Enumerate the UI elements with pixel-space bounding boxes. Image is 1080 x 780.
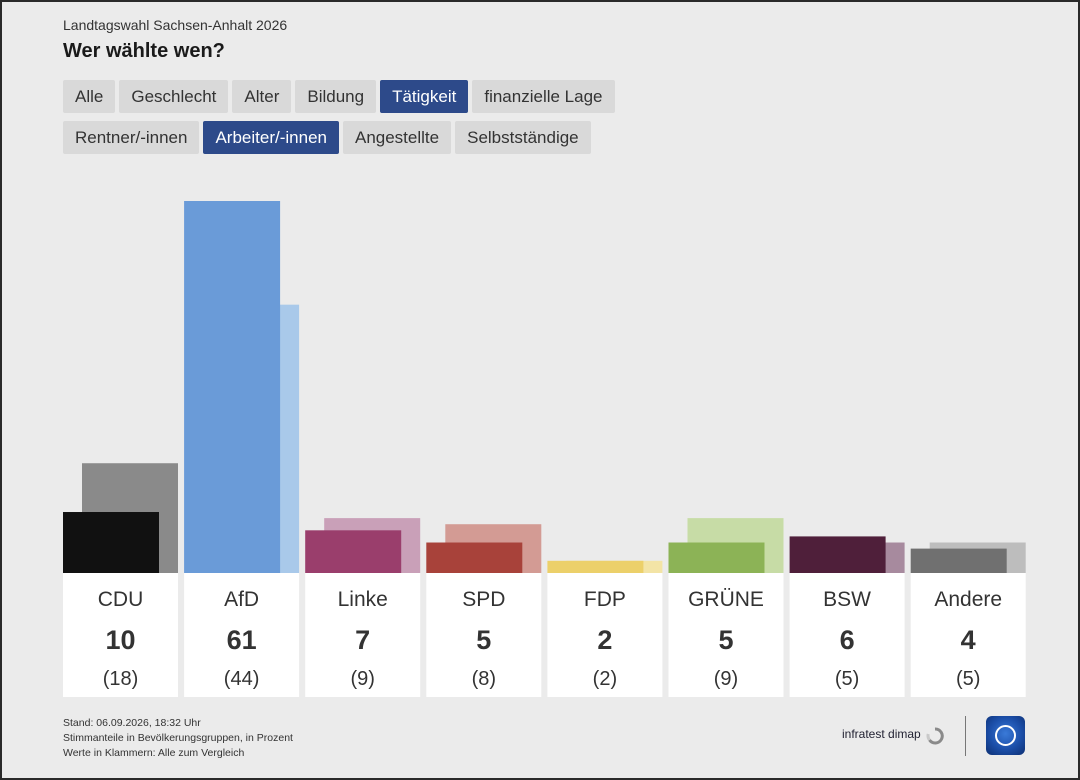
comparison-label: (5) xyxy=(956,668,980,690)
result-card-fdp xyxy=(547,573,663,697)
left-border xyxy=(0,0,2,780)
tab-angestellte[interactable]: Angestellte xyxy=(342,121,452,154)
bar-gr-ne xyxy=(668,542,765,573)
result-card-bsw xyxy=(789,573,905,697)
tab-alter[interactable]: Alter xyxy=(232,80,292,113)
tab-finanzielle-lage[interactable]: finanzielle Lage xyxy=(472,80,615,113)
page-title: Wer wählte wen? xyxy=(63,40,225,62)
party-label: GRÜNE xyxy=(688,588,764,611)
party-label: Andere xyxy=(934,588,1002,611)
bar-afd xyxy=(184,201,281,573)
tab-rentner[interactable]: Rentner/-innen xyxy=(63,121,200,154)
bar-fdp xyxy=(547,560,644,573)
category-tabs: Alle Geschlecht Alter Bildung Tätigkeit … xyxy=(63,80,615,113)
footer-stand: Stand: 06.09.2026, 18:32 Uhr xyxy=(63,717,201,729)
result-card-cdu xyxy=(63,573,178,697)
comparison-label: (2) xyxy=(593,668,617,690)
comparison-label: (9) xyxy=(714,668,738,690)
overline: Landtagswahl Sachsen-Anhalt 2026 xyxy=(63,17,288,33)
top-border xyxy=(0,0,1080,2)
infratest-dimap-icon xyxy=(926,727,944,745)
footer-note-units: Stimmanteile in Bevölkerungsgruppen, in … xyxy=(63,732,293,744)
result-card-afd xyxy=(184,573,300,697)
tab-bildung[interactable]: Bildung xyxy=(295,80,377,113)
value-label: 7 xyxy=(355,625,370,655)
bar-spd xyxy=(426,542,523,573)
party-label: BSW xyxy=(823,588,871,611)
comparison-label: (18) xyxy=(103,668,139,690)
value-label: 10 xyxy=(105,625,135,655)
branding-divider xyxy=(965,716,966,756)
party-label: SPD xyxy=(462,588,505,611)
footer-notes: Stand: 06.09.2026, 18:32 Uhr Stimmanteil… xyxy=(63,716,293,761)
tab-arbeiter[interactable]: Arbeiter/-innen xyxy=(203,121,339,154)
result-card-gr-ne xyxy=(668,573,784,697)
tab-selbststaendige[interactable]: Selbstständige xyxy=(455,121,591,154)
footer-note-comparison: Werte in Klammern: Alle zum Vergleich xyxy=(63,747,245,759)
comparison-label: (44) xyxy=(224,668,260,690)
bar-linke xyxy=(305,530,402,573)
bar-andere xyxy=(910,548,1007,573)
tab-taetigkeit[interactable]: Tätigkeit xyxy=(380,80,469,113)
comparison-label: (8) xyxy=(472,668,496,690)
value-label: 61 xyxy=(227,625,257,655)
comparison-label: (5) xyxy=(835,668,859,690)
result-card-spd xyxy=(426,573,542,697)
bar-cdu xyxy=(63,512,159,573)
result-card-andere xyxy=(910,573,1026,697)
comparison-label: (9) xyxy=(350,668,374,690)
party-label: CDU xyxy=(98,588,144,611)
value-label: 5 xyxy=(476,625,491,655)
party-label: AfD xyxy=(224,588,259,611)
bar-bsw xyxy=(789,536,886,573)
value-label: 6 xyxy=(840,625,855,655)
value-label: 5 xyxy=(718,625,733,655)
subcategory-tabs: Rentner/-innen Arbeiter/-innen Angestell… xyxy=(63,121,591,154)
party-label: FDP xyxy=(584,588,626,611)
result-card-linke xyxy=(305,573,421,697)
party-label: Linke xyxy=(338,588,388,611)
source-label: infratest dimap xyxy=(842,727,921,741)
value-label: 2 xyxy=(597,625,612,655)
ard-logo-icon xyxy=(986,716,1025,755)
value-label: 4 xyxy=(961,625,976,655)
tab-alle[interactable]: Alle xyxy=(63,80,116,113)
tab-geschlecht[interactable]: Geschlecht xyxy=(119,80,229,113)
